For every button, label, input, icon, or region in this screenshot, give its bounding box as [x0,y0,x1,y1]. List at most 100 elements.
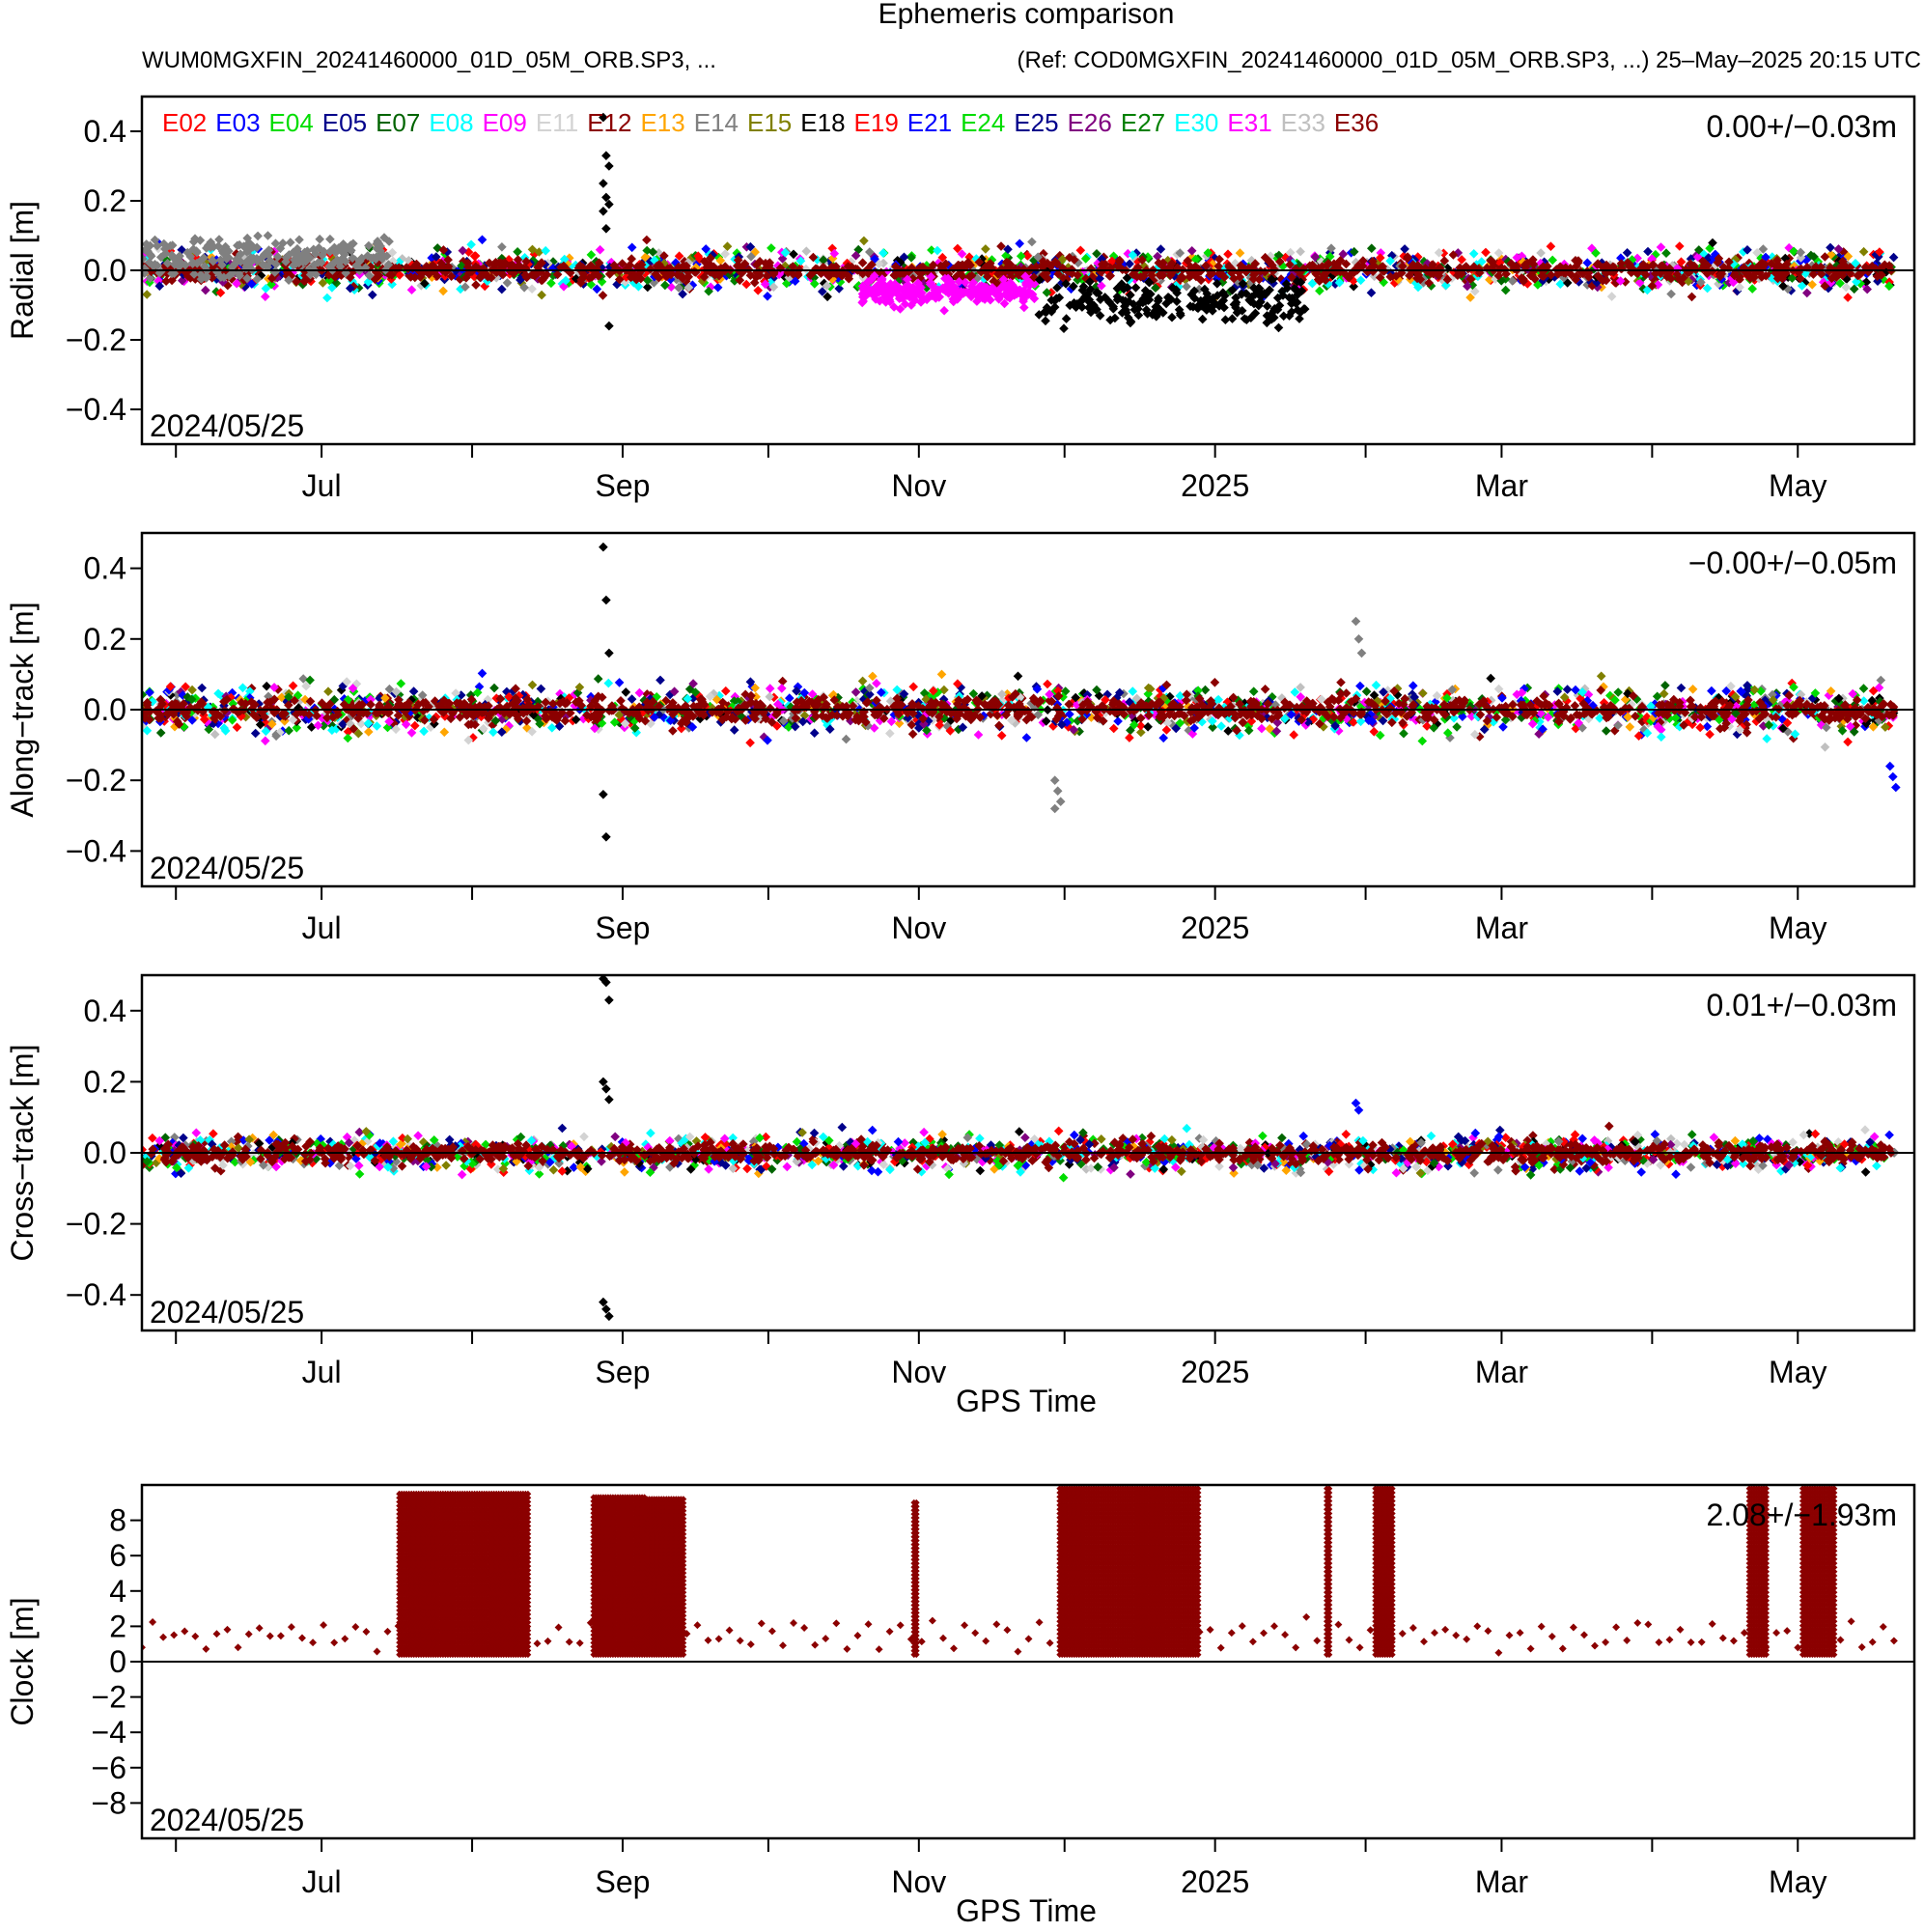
point-e09 [260,292,270,302]
point-e18 [604,321,614,331]
point-e36 [857,258,868,268]
point-e18 [599,206,608,216]
point-e14 [1876,675,1886,686]
point-e30 [1468,248,1479,259]
point-e27 [1452,722,1462,732]
point-e36 [598,291,608,300]
point-e14 [325,234,335,244]
point-e03 [712,282,723,293]
point-e02 [1075,245,1086,256]
y-tick-label: 0.0 [84,253,126,288]
point-e18 [1295,314,1304,323]
point-e36 [668,726,678,736]
point-e21 [784,693,795,703]
point-e30 [559,254,570,265]
point-e05 [250,728,261,739]
point-e15 [857,676,868,686]
figure-title: Ephemeris comparison [878,0,1175,30]
point-e25 [627,694,637,704]
point-e02 [1043,679,1052,689]
point-e07 [1361,686,1372,697]
point-e36 [989,276,999,287]
point-e03 [1355,681,1365,691]
point-e14 [1796,247,1806,258]
point-e02 [288,681,298,691]
point-e15 [859,236,869,246]
point-e11 [1606,292,1617,301]
point-e14 [294,235,304,245]
point-e03 [477,235,488,245]
point-e08 [933,245,942,256]
subtitle-right: (Ref: COD0MGXFIN_20241460000_01D_05M_ORB… [1018,47,1922,73]
point-e08 [1762,734,1772,743]
x-tick-label: Jul [302,468,342,503]
point-e19 [745,738,755,748]
point-e27 [284,725,294,736]
point-e18 [604,161,614,171]
point-e25 [536,684,546,694]
point-e25 [1622,247,1632,258]
point-e02 [1223,249,1233,260]
point-e30 [1334,277,1345,288]
point-e24 [396,679,406,688]
point-e31 [1018,302,1029,313]
point-e31 [232,278,242,289]
point-e30 [780,247,791,258]
point-e15 [142,290,153,299]
point-e09 [973,730,984,740]
point-e07 [1660,681,1670,690]
x-tick-label: May [1769,468,1826,503]
point-e30 [1216,721,1226,731]
point-e27 [906,252,916,263]
data-points [142,112,1899,334]
point-e07 [593,674,603,684]
point-e08 [561,275,571,286]
point-e25 [1826,242,1835,253]
point-e21 [145,687,154,698]
point-e19 [215,288,226,298]
point-e21 [1158,733,1169,743]
point-e27 [642,275,653,286]
point-e33 [1820,742,1830,752]
point-e02 [1108,723,1119,734]
point-e19 [232,722,242,733]
point-e36 [777,676,788,686]
point-e14 [263,231,273,240]
point-e08 [683,693,693,704]
point-e07 [819,255,828,266]
point-e11 [1434,247,1444,258]
point-e04 [767,243,776,253]
x-tick-label: Nov [891,468,946,503]
point-e13 [715,256,726,266]
point-e25 [408,686,419,696]
point-e24 [586,250,597,260]
point-e25 [817,287,827,296]
point-e25 [729,725,739,735]
point-e18 [642,282,653,293]
point-e12 [1687,292,1697,302]
point-e03 [1707,686,1716,696]
point-e09 [1257,723,1267,734]
point-e18 [1143,721,1153,732]
point-e08 [466,239,476,250]
point-e30 [546,722,557,733]
point-e18 [823,292,832,302]
point-e14 [519,282,529,293]
point-e03 [627,242,637,253]
point-e18 [1486,673,1496,684]
point-e25 [834,284,845,294]
point-e14 [497,241,507,252]
point-e36 [642,235,652,245]
point-e11 [720,249,731,259]
point-e27 [513,246,522,257]
point-e11 [1432,690,1442,701]
point-e11 [884,728,895,739]
point-e25 [367,290,377,300]
point-e15 [1858,246,1869,257]
point-e21 [1702,721,1713,732]
point-e21 [614,678,625,687]
point-e24 [1747,284,1758,294]
point-e05 [1676,683,1687,693]
point-e24 [927,245,936,255]
point-e13 [936,669,947,680]
